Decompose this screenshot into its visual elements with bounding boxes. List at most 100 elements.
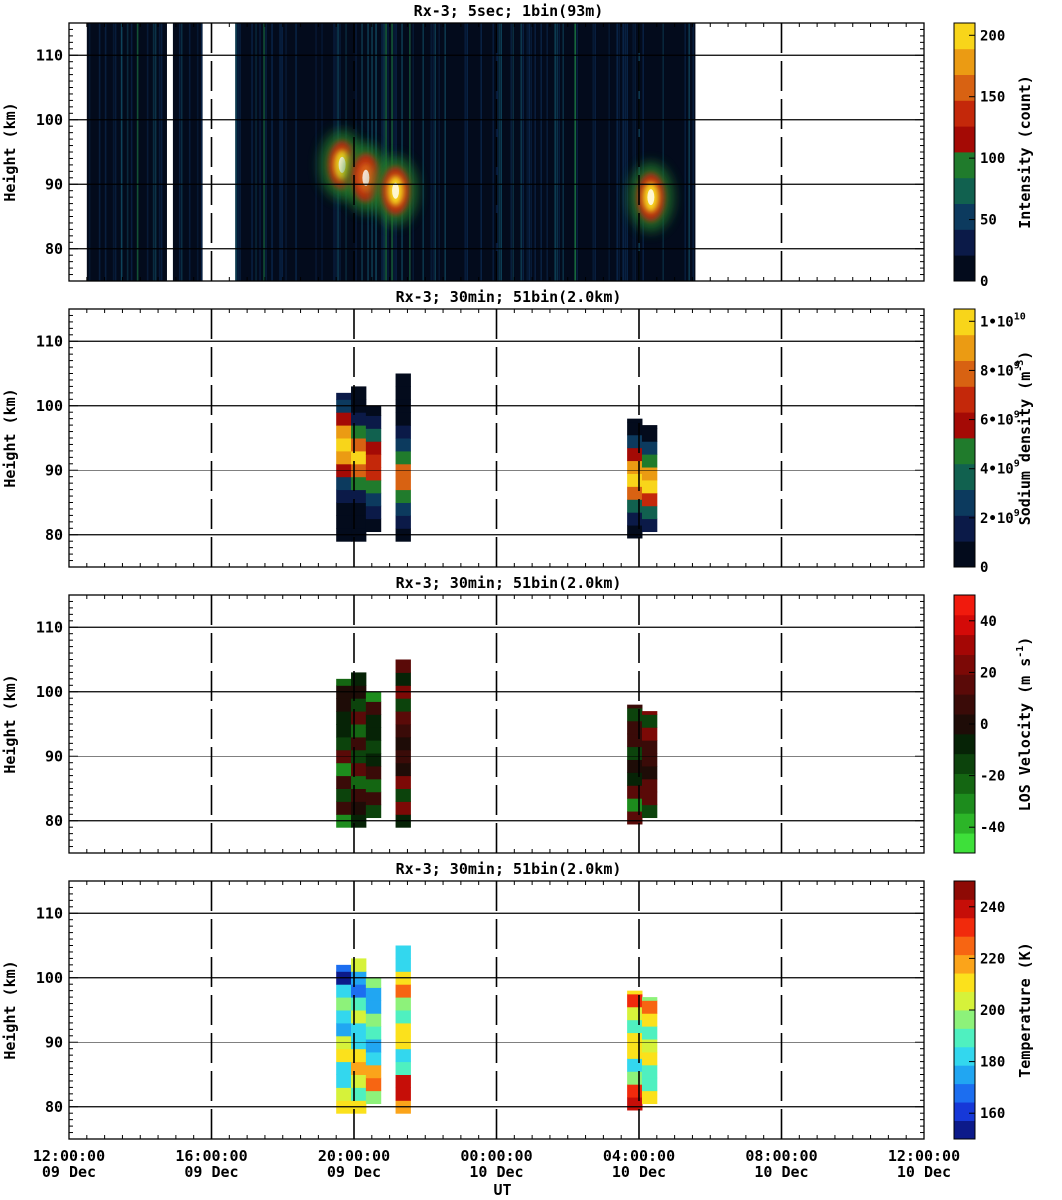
bin-cell bbox=[641, 479, 658, 494]
bin-cell bbox=[395, 711, 411, 725]
data-interval bbox=[172, 23, 203, 281]
bin-cell bbox=[365, 428, 382, 442]
x-tick-label: 04:00:00 bbox=[603, 1147, 675, 1165]
bin-cell bbox=[641, 1077, 658, 1092]
bin-cell bbox=[395, 775, 411, 789]
bin-cell bbox=[641, 997, 658, 1001]
streak bbox=[237, 23, 239, 281]
y-tick-label: 80 bbox=[45, 1098, 63, 1116]
streak bbox=[251, 23, 253, 281]
bin-cell bbox=[365, 778, 382, 793]
streak bbox=[281, 23, 283, 281]
bin-cell bbox=[395, 438, 411, 452]
bin-cell bbox=[365, 1039, 382, 1053]
colorbar: 0 50 100 150 200 Intensity (count) bbox=[953, 22, 1034, 290]
streak bbox=[126, 23, 129, 281]
bin-cell bbox=[336, 711, 352, 725]
colorbar-swatch bbox=[954, 917, 975, 937]
streak bbox=[466, 23, 469, 281]
streak bbox=[88, 23, 91, 281]
bin-cell bbox=[336, 964, 352, 972]
bin-cell bbox=[336, 515, 352, 529]
colorbar: -40 -20 0 20 40 LOS Velocity (m s-1) bbox=[953, 594, 1034, 854]
colorbar-swatch bbox=[954, 74, 975, 101]
colorbar-tick-label: 1•1010 bbox=[980, 311, 1026, 330]
streak bbox=[158, 23, 161, 281]
streak bbox=[393, 23, 395, 281]
streak bbox=[112, 23, 115, 281]
streak bbox=[574, 23, 577, 281]
bin-cell bbox=[627, 421, 643, 436]
streak bbox=[492, 23, 495, 281]
bin-cell bbox=[336, 502, 352, 516]
streak bbox=[684, 23, 687, 281]
streak bbox=[422, 23, 425, 281]
bin-cell bbox=[395, 1061, 411, 1075]
bin-cell bbox=[627, 746, 643, 760]
bin-cell bbox=[641, 740, 658, 754]
colorbar-swatch bbox=[954, 334, 975, 361]
bin-cell bbox=[365, 505, 382, 520]
colorbar-swatch bbox=[954, 813, 975, 834]
colorbar-tick-label: 8•109 bbox=[980, 360, 1020, 379]
colorbar-tick-label: 0 bbox=[980, 274, 988, 290]
streak bbox=[146, 23, 149, 281]
bin-cell bbox=[365, 740, 382, 754]
bin-cell bbox=[627, 473, 643, 487]
streak bbox=[512, 23, 515, 281]
bin-cell bbox=[395, 489, 411, 503]
bin-cell bbox=[641, 778, 658, 793]
bin-cell bbox=[641, 1064, 658, 1079]
y-tick-label: 90 bbox=[45, 175, 63, 193]
x-tick-date: 09 Dec bbox=[184, 1163, 238, 1181]
bin-cell bbox=[627, 1058, 643, 1072]
colorbar-label-exponent: -1 bbox=[1015, 646, 1026, 658]
streak bbox=[530, 23, 533, 281]
bin-cell bbox=[351, 1074, 367, 1088]
data-interval bbox=[410, 23, 696, 281]
y-tick-label: 100 bbox=[36, 111, 63, 129]
bin-cell bbox=[336, 1048, 352, 1063]
bin-cell bbox=[395, 698, 411, 712]
colorbar-swatch bbox=[954, 1120, 975, 1140]
bin-cell bbox=[395, 476, 411, 491]
streak bbox=[576, 23, 579, 281]
streak bbox=[387, 23, 389, 281]
streak bbox=[626, 23, 629, 281]
colorbar-swatch bbox=[954, 438, 975, 465]
colorbar-swatch bbox=[954, 753, 975, 775]
bin-cell bbox=[351, 502, 367, 516]
streak bbox=[608, 23, 611, 281]
bin-cell bbox=[641, 428, 658, 442]
streak bbox=[540, 23, 543, 281]
bin-cell bbox=[641, 1090, 658, 1105]
bin-cell bbox=[395, 1087, 411, 1101]
colorbar-swatch bbox=[954, 881, 975, 900]
colorbar-tick-label: 0 bbox=[980, 717, 988, 733]
x-tick-date: 10 Dec bbox=[469, 1163, 523, 1181]
bin-cell bbox=[351, 425, 367, 439]
streak bbox=[315, 23, 317, 281]
streak bbox=[160, 23, 163, 281]
bin-cell bbox=[336, 698, 352, 712]
colorbar-tick-exponent: 9 bbox=[1014, 459, 1020, 470]
bin-cell bbox=[365, 454, 382, 468]
panel-2: Rx-3; 30min; 51bin(2.0km)8090100110Heigh… bbox=[1, 288, 1034, 576]
colorbar-swatch bbox=[954, 833, 975, 854]
colorbar-tick-label: 50 bbox=[980, 213, 997, 229]
streak bbox=[520, 23, 523, 281]
bin-cell bbox=[627, 525, 643, 539]
streak bbox=[498, 23, 501, 281]
colorbar-swatch bbox=[954, 386, 975, 413]
colorbar-label-exponent: -3 bbox=[1015, 360, 1026, 372]
bin-cell bbox=[336, 736, 352, 751]
colorbar-swatch bbox=[954, 152, 975, 179]
bin-cell bbox=[395, 386, 411, 400]
streak bbox=[395, 23, 397, 281]
colorbar-tick-exponent: 9 bbox=[1014, 410, 1020, 421]
bin-cell bbox=[627, 486, 643, 500]
bin-cell bbox=[336, 1087, 352, 1101]
colorbar-swatch bbox=[954, 614, 975, 636]
streak bbox=[263, 23, 265, 281]
colorbar-swatch bbox=[954, 714, 975, 735]
